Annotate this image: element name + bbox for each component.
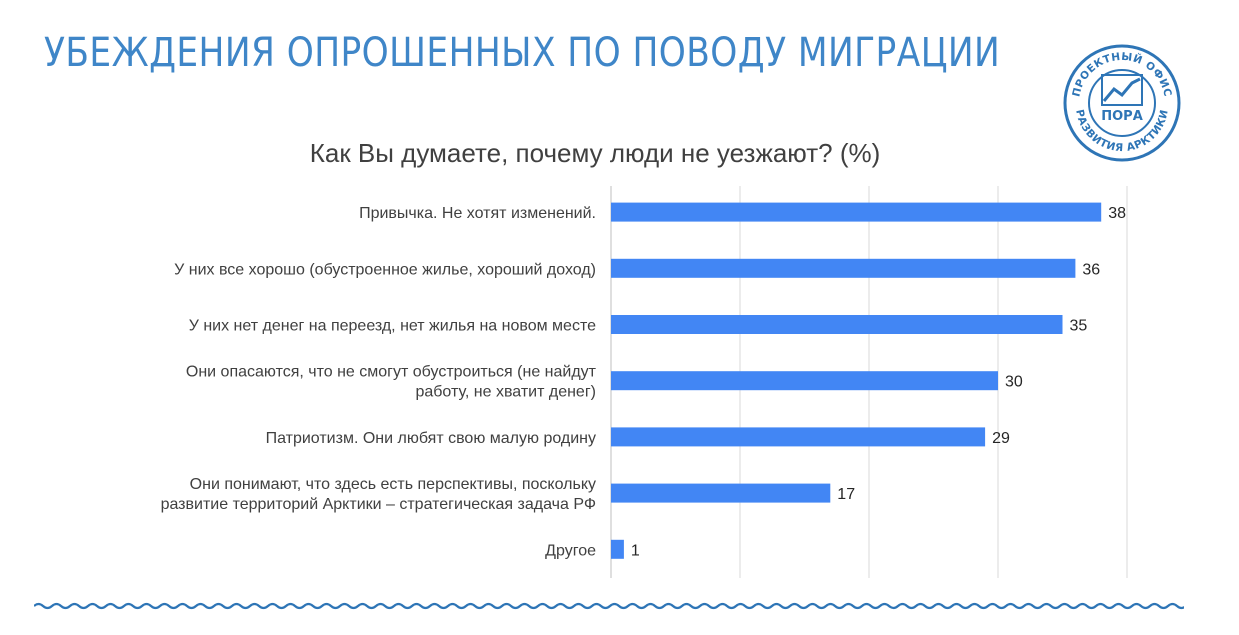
chart-icon xyxy=(1101,74,1143,106)
bar xyxy=(611,315,1063,334)
category-label: У них все хорошо (обустроенное жилье, хо… xyxy=(174,261,596,278)
category-label: Они опасаются, что не смогут обустроитьс… xyxy=(186,364,597,401)
category-label: Патриотизм. Они любят свою малую родину xyxy=(266,430,596,447)
data-label: 1 xyxy=(631,542,640,559)
data-label: 36 xyxy=(1082,261,1100,278)
page-title: УБЕЖДЕНИЯ ОПРОШЕННЫХ ПО ПОВОДУ МИГРАЦИИ xyxy=(44,30,1001,76)
data-label: 17 xyxy=(837,486,855,503)
category-label: Другое xyxy=(545,542,596,559)
category-label: Привычка. Не хотят изменений. xyxy=(359,205,596,222)
logo-text-center: ПОРА xyxy=(1101,109,1143,124)
data-label: 35 xyxy=(1070,318,1088,335)
data-label: 38 xyxy=(1108,205,1126,222)
category-label: У них нет денег на переезд, нет жилья на… xyxy=(189,318,596,335)
labels-layer: 38 Привычка. Не хотят изменений. 36 У них в… xyxy=(161,205,1127,559)
chart-title: Как Вы думаете, почему люди не уезжают? … xyxy=(309,138,881,168)
bar xyxy=(611,483,831,503)
bar xyxy=(611,258,1076,278)
bar xyxy=(611,371,998,391)
data-label: 30 xyxy=(1005,374,1023,391)
proektny-ofis-logo: ПРОЕКТНЫЙ ОФИС РАЗВИТИЯ АРКТИКИ ПОРА xyxy=(1063,44,1181,162)
bars-layer xyxy=(611,202,1102,559)
bar xyxy=(611,202,1102,222)
bar xyxy=(611,427,986,447)
data-label: 29 xyxy=(992,430,1010,447)
bar xyxy=(611,539,624,559)
decorative-wave xyxy=(34,602,1184,610)
category-label: Они понимают, что здесь есть перспективы… xyxy=(161,476,596,513)
